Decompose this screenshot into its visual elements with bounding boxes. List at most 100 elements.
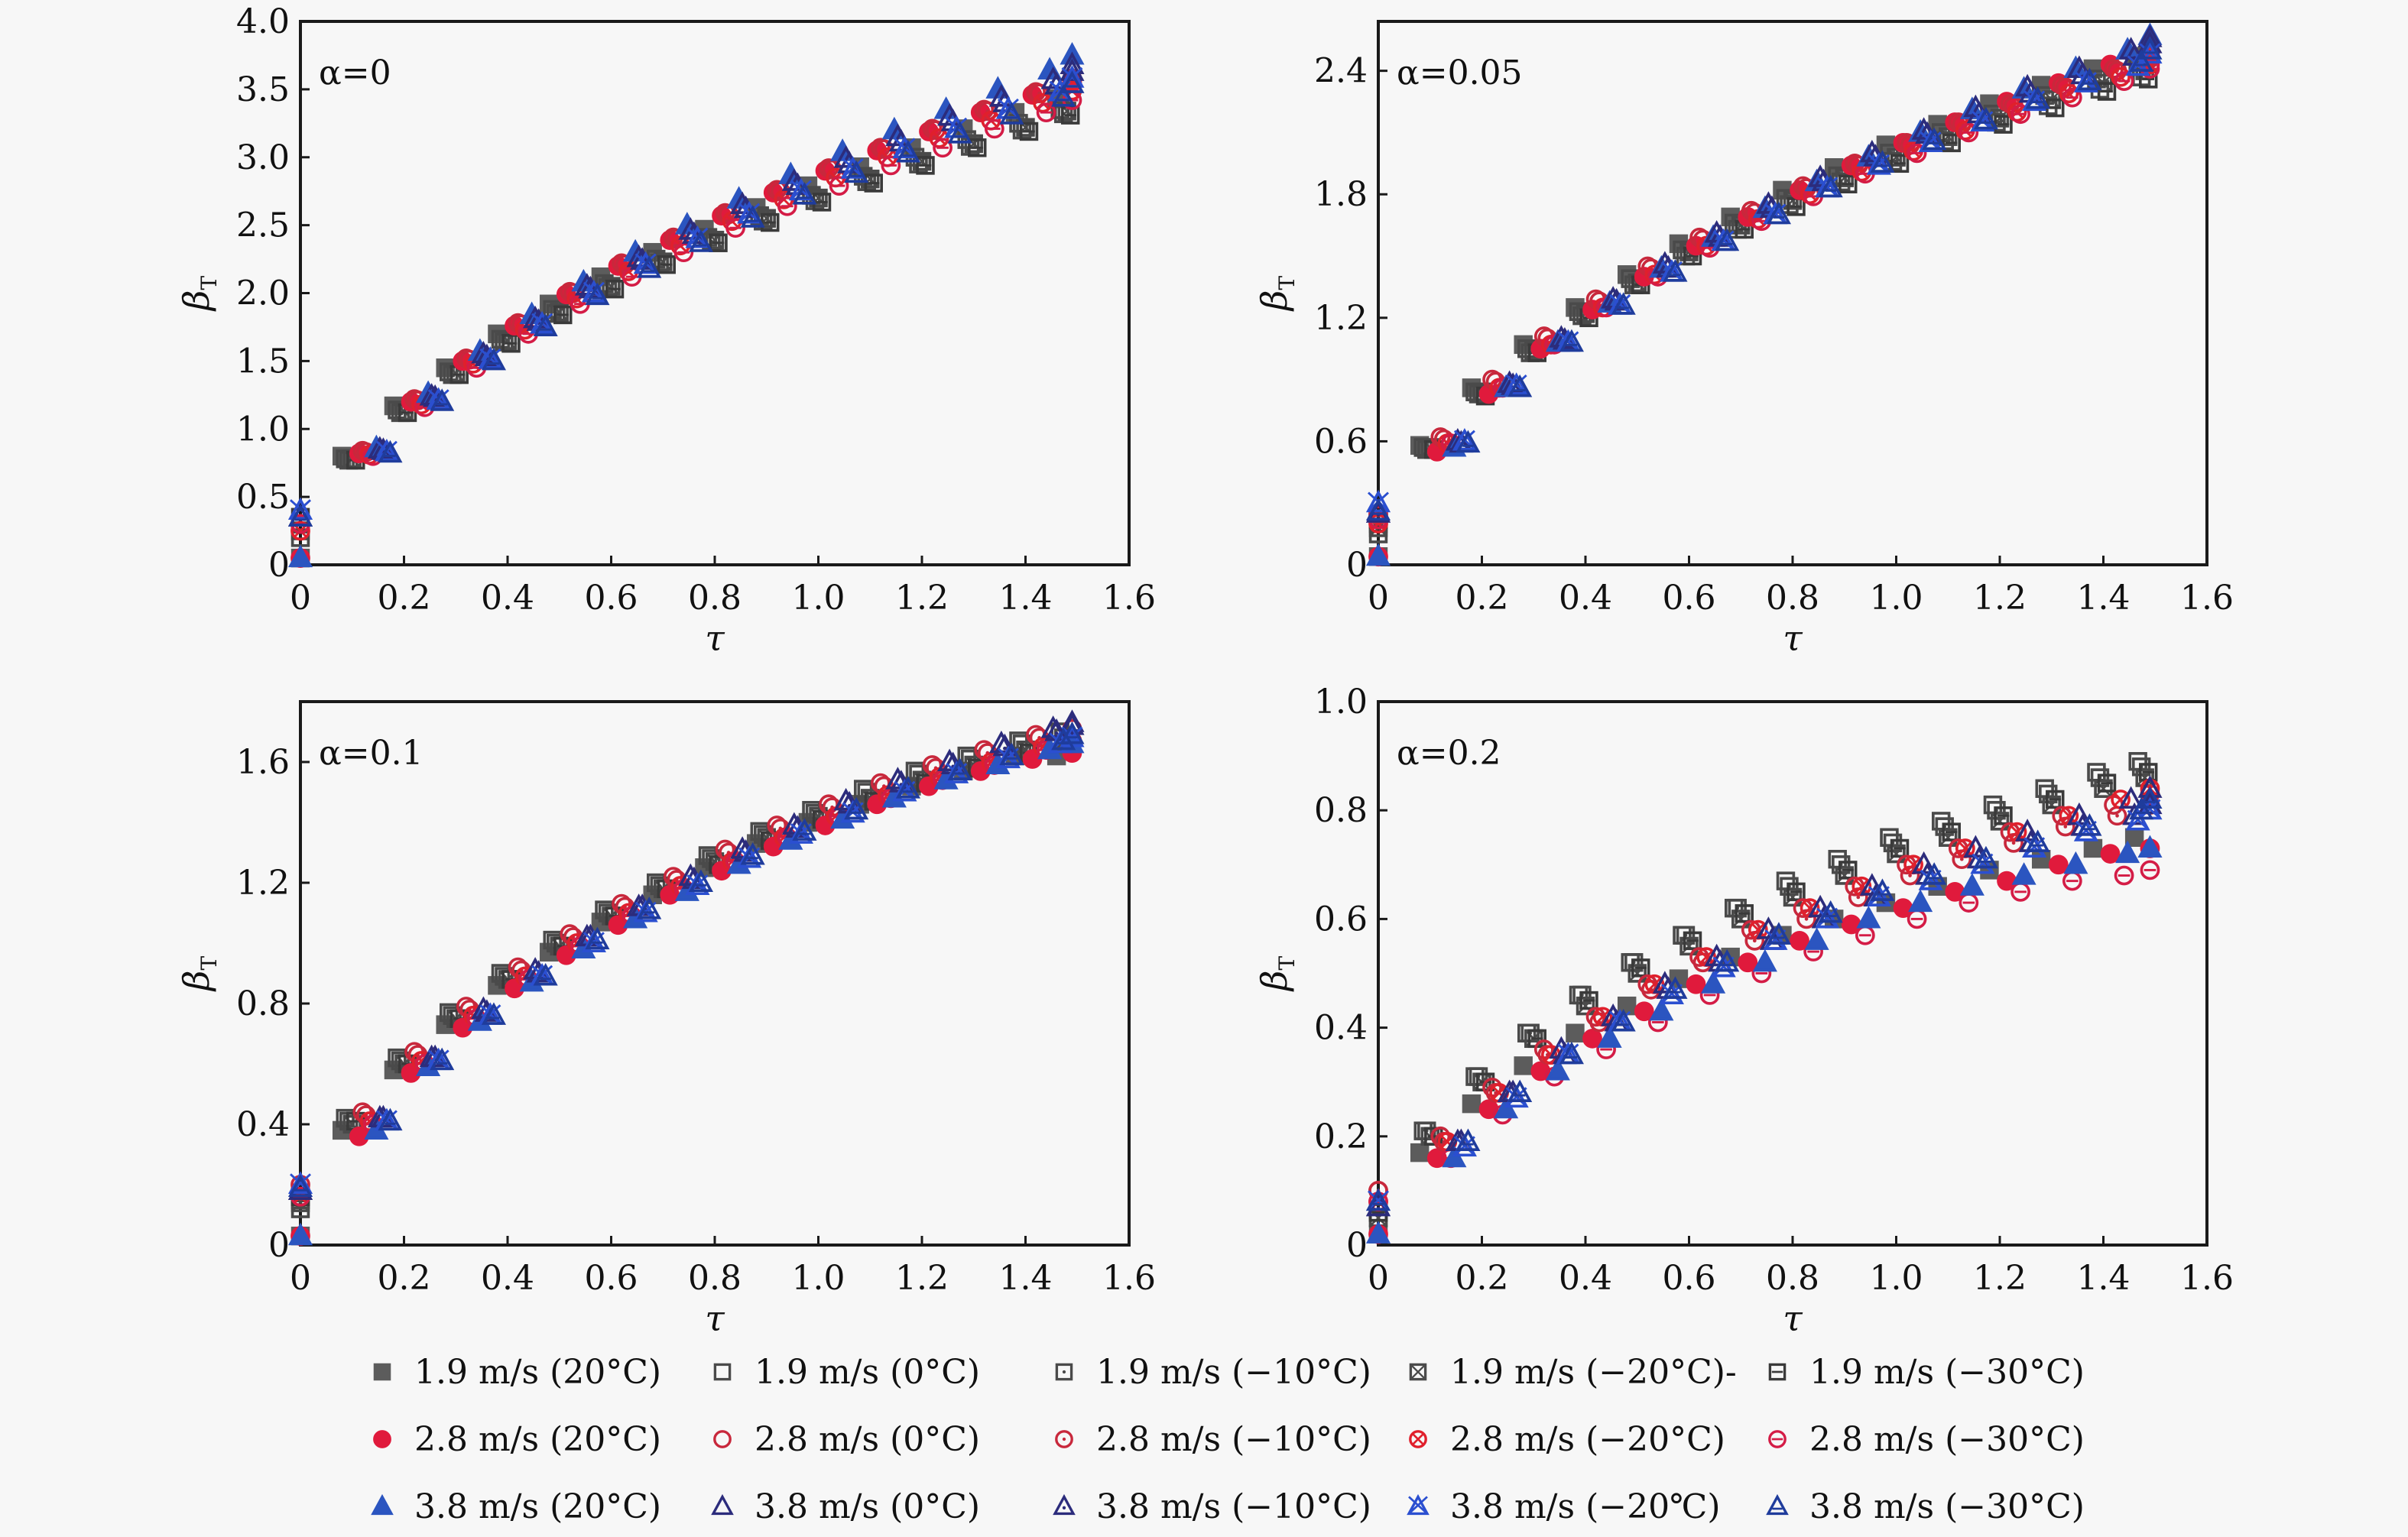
- data-point: [1365, 543, 1391, 566]
- y-tick-label: 0.2: [1314, 1117, 1368, 1156]
- series-3-8-m-s-30-C: [287, 721, 1085, 1198]
- data-point: [1051, 84, 1076, 107]
- x-tick-label: 0.4: [481, 579, 534, 618]
- triangle-filled-marker-icon: [371, 1493, 394, 1516]
- data-point: [844, 796, 869, 820]
- series-3-8-m-s-30-C: [1365, 37, 2163, 521]
- data-point: [777, 196, 797, 216]
- data-point: [287, 504, 313, 527]
- y-tick-label: 0: [268, 546, 290, 585]
- y-axis: 0 0.4 0.8 1.2 1.6: [236, 743, 310, 1265]
- triangle-open-line-marker-icon: [1766, 1493, 1789, 1516]
- data-point: [844, 160, 869, 183]
- data-point: [2077, 813, 2102, 836]
- x-tick-label: 1.2: [895, 1259, 949, 1298]
- square-filled-marker-icon: [373, 1363, 391, 1381]
- data-point: [2010, 104, 2030, 125]
- legend-item: 3.8 m/s (20°C): [367, 1480, 661, 1533]
- data-point: [864, 173, 883, 193]
- legend-label: 2.8 m/s (−20°C): [1450, 1419, 1725, 1459]
- y-axis: 0 0.6 1.2 1.8 2.4: [1314, 52, 1387, 585]
- scatter-points: [287, 709, 1085, 1247]
- y-tick-label: 1.2: [236, 864, 290, 903]
- data-point: [1365, 1188, 1391, 1211]
- legend-marker: [373, 1363, 391, 1381]
- data-point: [2137, 835, 2163, 858]
- y-tick-label: 0.4: [1314, 1009, 1368, 1048]
- data-point: [1365, 498, 1391, 521]
- data-point: [1507, 374, 1533, 397]
- data-point: [2118, 786, 2144, 809]
- data-point: [1838, 861, 1858, 880]
- data-point: [287, 1174, 313, 1198]
- data-point: [2046, 790, 2065, 809]
- data-point: [792, 818, 817, 841]
- scatter-points: [1365, 22, 2163, 567]
- data-point: [1907, 143, 1927, 164]
- x-tick-label: 0.2: [378, 1259, 431, 1298]
- data-point: [1060, 709, 1085, 732]
- x-tick-label: 0.2: [1456, 1259, 1509, 1298]
- data-point: [2137, 786, 2163, 809]
- data-point: [430, 1047, 455, 1071]
- data-point: [1494, 1095, 1519, 1119]
- data-point: [1701, 971, 1726, 994]
- x-tick-label: 0: [1368, 1259, 1389, 1298]
- circle-open-dot-marker-icon: [1055, 1430, 1073, 1448]
- legend-label: 3.8 m/s (0°C): [755, 1487, 981, 1526]
- data-point: [829, 176, 849, 196]
- data-point: [1365, 1221, 1391, 1244]
- circle-open-line-marker-icon: [1768, 1430, 1787, 1448]
- data-point: [533, 313, 558, 336]
- y-axis-title: βT: [176, 276, 222, 313]
- y-axis-title-text: βT: [1254, 956, 1300, 993]
- legend-label: 1.9 m/s (−20°C)-: [1450, 1352, 1737, 1392]
- x-tick-label: 1.2: [895, 579, 949, 618]
- data-point: [637, 897, 662, 919]
- data-point: [1686, 974, 1706, 994]
- legend-marker: [713, 1363, 732, 1381]
- data-point: [1462, 1094, 1481, 1114]
- data-point: [349, 1126, 369, 1146]
- data-point: [933, 138, 952, 158]
- x-tick-label: 1.6: [2180, 579, 2234, 618]
- data-point: [1060, 70, 1085, 93]
- data-point: [833, 787, 858, 811]
- x-axis-title: τ: [705, 618, 725, 659]
- data-point: [688, 869, 713, 893]
- x-tick-label: 0.6: [585, 1259, 638, 1298]
- data-point: [916, 156, 935, 175]
- plot-frame: [299, 700, 1131, 1247]
- legend-item: 2.8 m/s (−10°C): [1049, 1412, 1371, 1466]
- data-point: [605, 279, 625, 299]
- x-axis: 0 0.2 0.4 0.6 0.8 1.0 1.2 1.4 1.6: [290, 556, 1156, 618]
- legend-marker: [1407, 1493, 1430, 1516]
- data-point: [290, 520, 310, 541]
- panel-label: α=0.05: [1397, 54, 1523, 92]
- legend-marker: [1766, 1493, 1789, 1516]
- x-tick-label: 1.2: [1973, 579, 2027, 618]
- data-point: [740, 841, 765, 865]
- data-point: [1890, 154, 1910, 173]
- legend-label: 3.8 m/s (−20℃): [1450, 1487, 1721, 1526]
- data-point: [1634, 1001, 1654, 1022]
- data-point: [1908, 889, 1933, 913]
- legend-label: 3.8 m/s (−10°C): [1096, 1487, 1371, 1526]
- data-point: [1818, 900, 1843, 923]
- square-open-dot-marker-icon: [1055, 1363, 1073, 1381]
- x-tick-label: 0.8: [688, 1259, 742, 1298]
- data-point: [709, 233, 728, 252]
- circle-filled-marker-icon: [373, 1430, 391, 1448]
- data-point: [2129, 49, 2154, 72]
- panel-label: α=0: [319, 54, 391, 92]
- data-point: [1752, 948, 1777, 972]
- panel-label: α=0.2: [1397, 734, 1501, 773]
- x-axis: 0 0.2 0.4 0.6 0.8 1.0 1.2 1.4 1.6: [1368, 556, 2234, 618]
- data-point: [1766, 201, 1791, 225]
- legend-item: 1.9 m/s (−30°C): [1762, 1345, 2085, 1399]
- data-point: [2063, 851, 2088, 874]
- data-point: [1410, 1143, 1430, 1162]
- legend-marker: [373, 1430, 391, 1448]
- x-tick-label: 0.2: [1456, 579, 1509, 618]
- data-point: [1649, 997, 1674, 1021]
